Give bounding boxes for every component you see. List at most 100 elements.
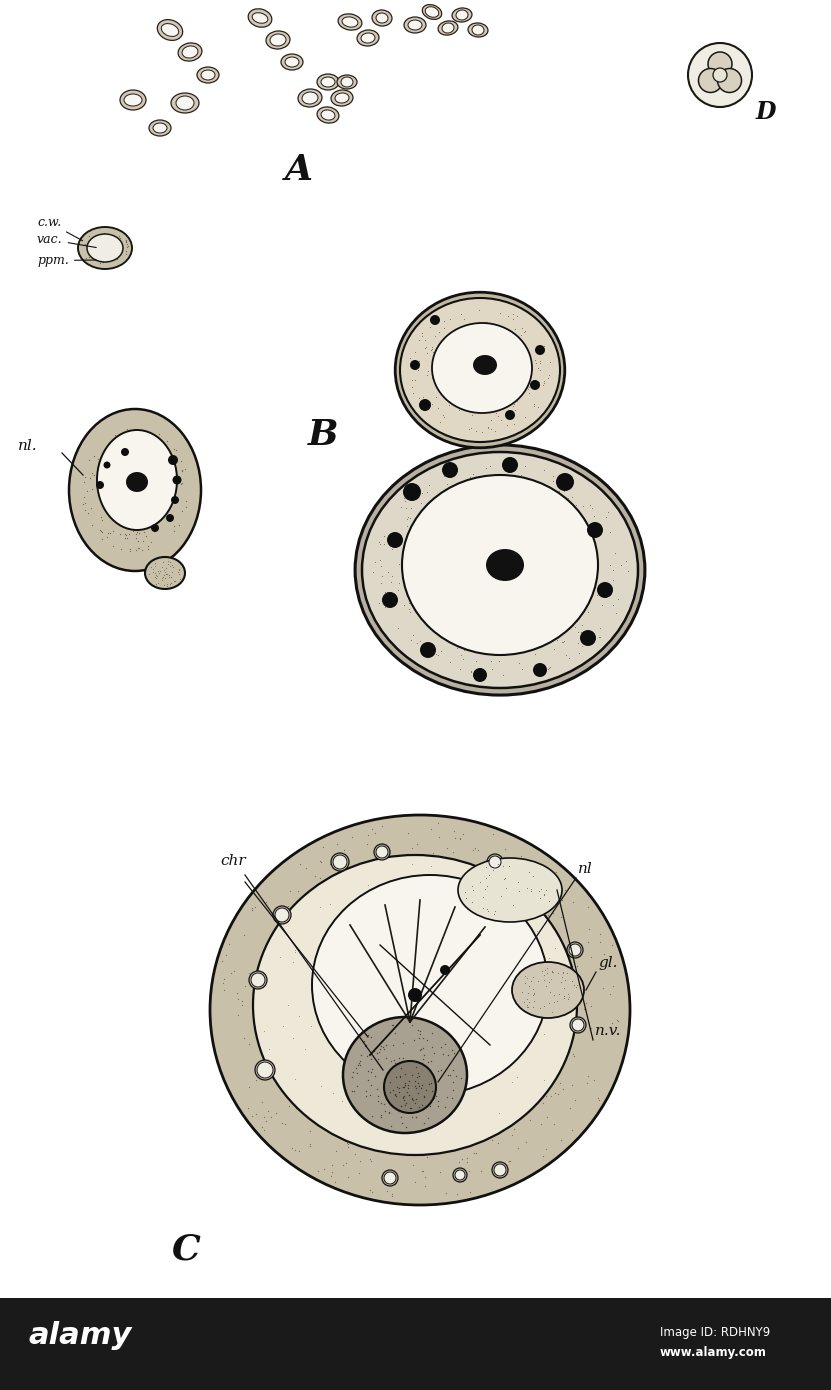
Ellipse shape [317, 74, 339, 90]
Circle shape [708, 51, 732, 76]
Text: gl.: gl. [598, 956, 617, 970]
Circle shape [587, 523, 603, 538]
Ellipse shape [161, 24, 179, 36]
Ellipse shape [374, 844, 390, 860]
Ellipse shape [333, 855, 347, 869]
Text: D: D [756, 100, 776, 124]
Circle shape [505, 410, 515, 420]
Ellipse shape [249, 972, 267, 990]
Ellipse shape [266, 31, 290, 49]
Text: c.w.: c.w. [37, 215, 82, 240]
Ellipse shape [512, 962, 584, 1017]
Ellipse shape [275, 908, 289, 922]
Ellipse shape [78, 227, 132, 270]
Text: vac.: vac. [37, 234, 96, 247]
Ellipse shape [270, 33, 286, 46]
Ellipse shape [355, 445, 645, 695]
Circle shape [502, 457, 518, 473]
Ellipse shape [570, 1017, 586, 1033]
Ellipse shape [438, 21, 458, 35]
Circle shape [173, 475, 181, 485]
Text: B: B [308, 418, 338, 452]
Circle shape [580, 630, 596, 646]
Ellipse shape [362, 452, 638, 688]
Ellipse shape [382, 1170, 398, 1186]
Ellipse shape [69, 409, 201, 571]
Ellipse shape [408, 19, 422, 31]
Circle shape [382, 592, 398, 607]
Ellipse shape [487, 853, 503, 870]
Ellipse shape [453, 1168, 467, 1182]
Ellipse shape [455, 1170, 465, 1180]
Ellipse shape [456, 10, 468, 19]
Ellipse shape [396, 292, 565, 448]
Ellipse shape [335, 93, 349, 103]
Ellipse shape [252, 13, 268, 24]
Circle shape [168, 455, 178, 466]
Circle shape [121, 448, 129, 456]
Ellipse shape [331, 90, 353, 106]
Ellipse shape [337, 75, 357, 89]
Ellipse shape [285, 57, 299, 67]
Ellipse shape [124, 95, 142, 106]
Text: www.alamy.com: www.alamy.com [660, 1346, 767, 1359]
Ellipse shape [384, 1172, 396, 1184]
Ellipse shape [342, 17, 358, 28]
Ellipse shape [343, 1017, 467, 1133]
Ellipse shape [149, 120, 171, 136]
Ellipse shape [255, 1061, 275, 1080]
Ellipse shape [425, 7, 439, 17]
Ellipse shape [442, 24, 454, 33]
Ellipse shape [357, 31, 379, 46]
Ellipse shape [97, 430, 177, 530]
Ellipse shape [176, 96, 194, 110]
Text: chr: chr [220, 853, 246, 867]
Circle shape [171, 496, 179, 505]
Circle shape [688, 43, 752, 107]
Ellipse shape [298, 89, 322, 107]
Circle shape [597, 582, 613, 598]
Circle shape [151, 524, 159, 532]
Ellipse shape [486, 549, 524, 581]
Ellipse shape [273, 906, 291, 924]
Text: alamy: alamy [28, 1320, 131, 1350]
Ellipse shape [494, 1163, 506, 1176]
Text: ppm.: ppm. [37, 254, 96, 267]
Ellipse shape [210, 815, 630, 1205]
Text: A: A [285, 153, 313, 188]
Ellipse shape [153, 122, 167, 133]
Circle shape [713, 68, 727, 82]
Circle shape [96, 481, 104, 489]
Circle shape [699, 68, 722, 93]
Circle shape [166, 514, 174, 523]
Ellipse shape [567, 942, 583, 958]
Ellipse shape [432, 322, 532, 413]
Ellipse shape [197, 67, 219, 83]
Ellipse shape [201, 70, 215, 81]
Circle shape [530, 379, 540, 391]
Ellipse shape [458, 858, 562, 922]
Text: Image ID: RDHNY9: Image ID: RDHNY9 [660, 1326, 770, 1339]
Ellipse shape [251, 973, 265, 987]
Circle shape [556, 473, 574, 491]
Text: nl: nl [578, 862, 593, 876]
Ellipse shape [489, 856, 501, 867]
Ellipse shape [171, 93, 199, 113]
Ellipse shape [157, 19, 183, 40]
Circle shape [717, 68, 741, 93]
Ellipse shape [404, 17, 426, 33]
Circle shape [535, 345, 545, 354]
Circle shape [442, 461, 458, 478]
Circle shape [430, 316, 440, 325]
Circle shape [440, 965, 450, 974]
Ellipse shape [422, 4, 442, 19]
Ellipse shape [338, 14, 361, 31]
Ellipse shape [257, 1062, 273, 1079]
Ellipse shape [248, 8, 272, 28]
Ellipse shape [144, 555, 166, 573]
Circle shape [387, 532, 403, 548]
Ellipse shape [468, 24, 488, 38]
Ellipse shape [372, 10, 392, 26]
Text: C: C [172, 1233, 201, 1268]
Text: nl.: nl. [18, 439, 37, 453]
